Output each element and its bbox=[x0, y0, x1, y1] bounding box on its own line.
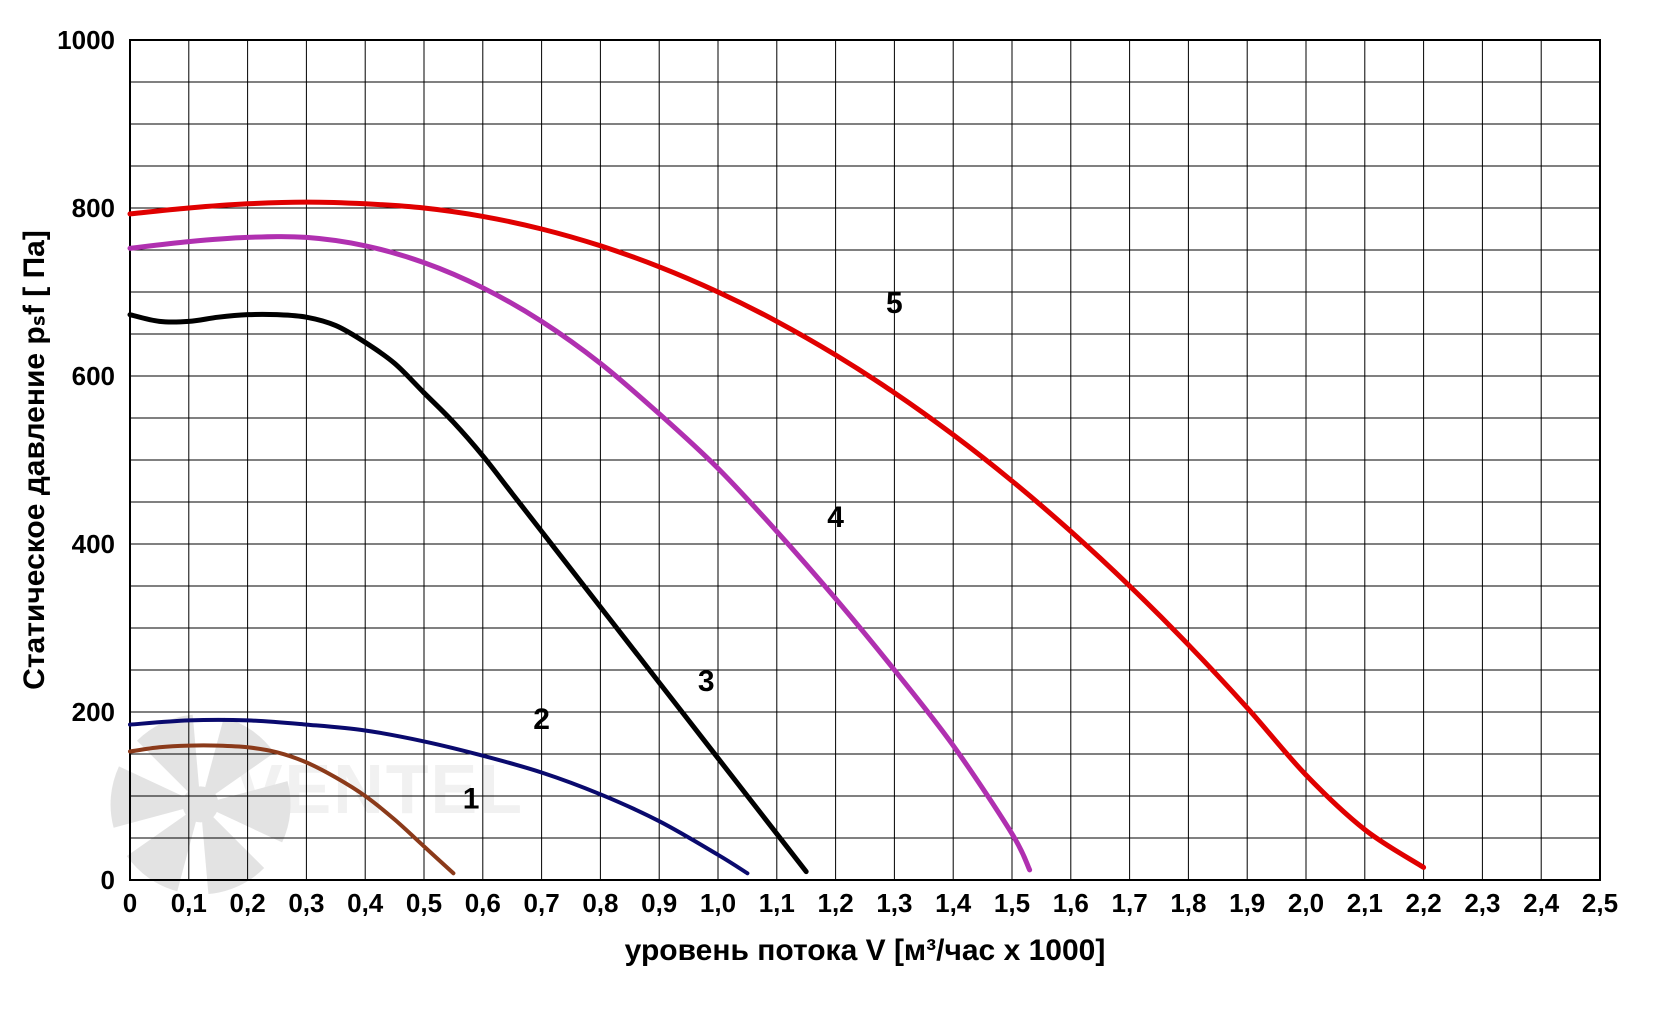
x-tick-label: 0,7 bbox=[524, 888, 560, 918]
x-tick-label: 0,1 bbox=[171, 888, 207, 918]
y-tick-label: 1000 bbox=[57, 25, 115, 55]
x-tick-label: 0,6 bbox=[465, 888, 501, 918]
x-tick-label: 1,1 bbox=[759, 888, 795, 918]
y-tick-label: 0 bbox=[101, 865, 115, 895]
x-axis-label: уровень потока V [м³/час х 1000] bbox=[625, 934, 1106, 967]
x-tick-label: 0,9 bbox=[641, 888, 677, 918]
x-tick-label: 2,3 bbox=[1464, 888, 1500, 918]
x-tick-label: 1,7 bbox=[1112, 888, 1148, 918]
x-tick-label: 2,5 bbox=[1582, 888, 1618, 918]
x-tick-label: 1,9 bbox=[1229, 888, 1265, 918]
y-tick-label: 600 bbox=[72, 361, 115, 391]
fan-performance-chart: VENTEL 0 0,1 0,2 0,3 0,4 0,5 0,6 0,7 0,8 0,9 1,0 1,1… bbox=[0, 0, 1661, 1011]
x-tick-label: 0,8 bbox=[582, 888, 618, 918]
x-tick-label: 0,5 bbox=[406, 888, 442, 918]
x-tick-label: 2,0 bbox=[1288, 888, 1324, 918]
x-tick-label: 1,0 bbox=[700, 888, 736, 918]
watermark-text: VENTEL bbox=[236, 750, 524, 828]
x-tick-label: 2,4 bbox=[1523, 888, 1560, 918]
x-tick-label: 0,3 bbox=[288, 888, 324, 918]
x-tick-label: 0 bbox=[123, 888, 137, 918]
curve-label-1: 1 bbox=[463, 783, 480, 816]
y-tick-label: 800 bbox=[72, 193, 115, 223]
y-tick-label: 400 bbox=[72, 529, 115, 559]
x-tick-label: 1,4 bbox=[935, 888, 972, 918]
x-tick-label: 2,2 bbox=[1406, 888, 1442, 918]
curve-label-3: 3 bbox=[698, 665, 715, 698]
x-tick-label: 1,8 bbox=[1170, 888, 1206, 918]
x-tick-label: 1,2 bbox=[818, 888, 854, 918]
y-axis-label: Статическое давление pₛf [ Па] bbox=[18, 230, 51, 690]
x-tick-label: 2,1 bbox=[1347, 888, 1383, 918]
chart-svg: VENTEL 0 0,1 0,2 0,3 0,4 0,5 0,6 0,7 0,8 0,9 1,0 1,1… bbox=[0, 0, 1661, 1011]
x-tick-label: 1,5 bbox=[994, 888, 1030, 918]
grid bbox=[130, 40, 1600, 880]
x-tick-label: 0,4 bbox=[347, 888, 384, 918]
curve-label-4: 4 bbox=[827, 501, 844, 534]
curve-label-2: 2 bbox=[533, 703, 550, 736]
curve-label-5: 5 bbox=[886, 287, 903, 320]
x-tick-label: 1,3 bbox=[876, 888, 912, 918]
x-tick-label: 1,6 bbox=[1053, 888, 1089, 918]
y-tick-label: 200 bbox=[72, 697, 115, 727]
x-tick-label: 0,2 bbox=[230, 888, 266, 918]
